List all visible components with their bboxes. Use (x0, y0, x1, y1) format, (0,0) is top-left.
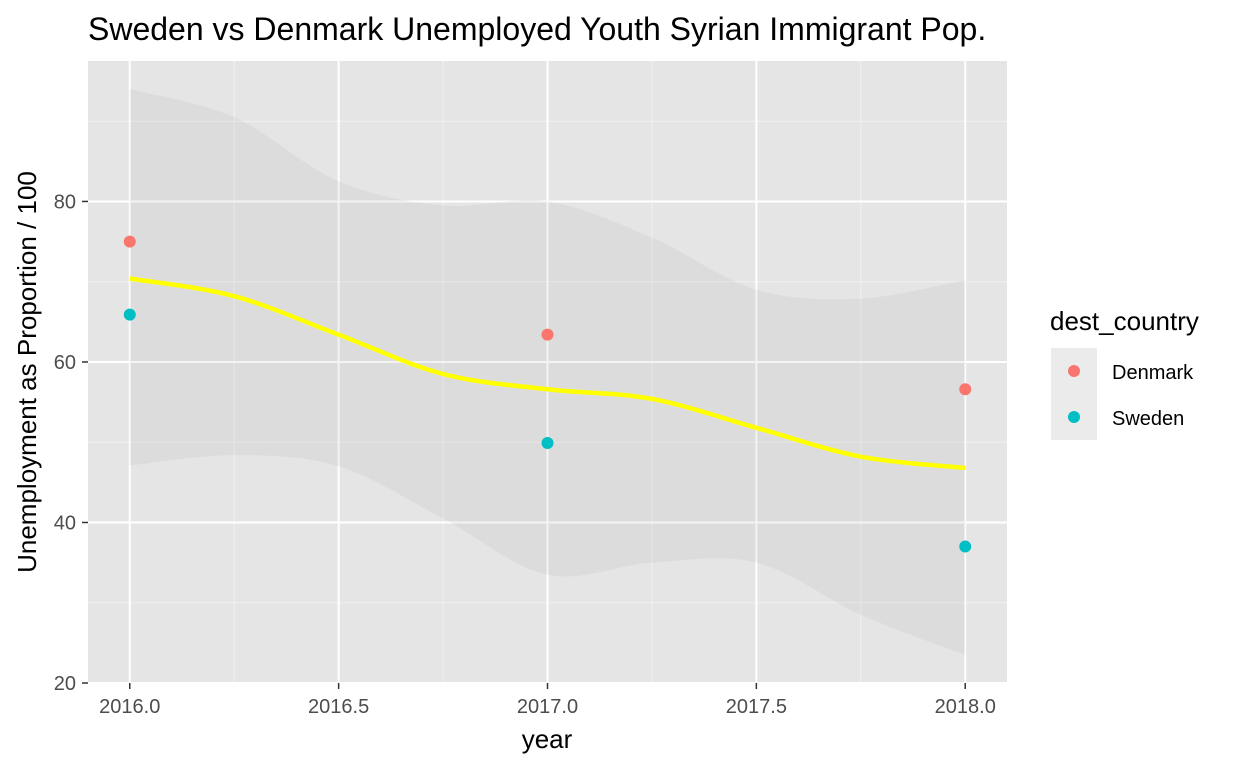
x-tick-label: 2018.0 (935, 696, 996, 718)
y-axis-ticks: 20 40 60 80 (54, 191, 88, 695)
x-tick-label: 2016.5 (308, 696, 369, 718)
y-tick-label: 60 (54, 352, 76, 374)
point-sweden-2017 (541, 437, 554, 450)
y-axis-title: Unemployment as Proportion / 100 (12, 171, 42, 573)
y-tick-label: 80 (54, 191, 76, 213)
legend-title: dest_country (1050, 306, 1199, 336)
legend-label-denmark: Denmark (1112, 362, 1194, 384)
point-sweden-2016 (123, 308, 136, 321)
legend: dest_country Denmark Sweden (1050, 306, 1199, 440)
legend-marker-sweden (1068, 411, 1080, 423)
x-tick-label: 2017.0 (517, 696, 578, 718)
x-axis-ticks: 2016.0 2016.5 2017.0 2017.5 2018.0 (99, 683, 996, 718)
chart-title: Sweden vs Denmark Unemployed Youth Syria… (88, 11, 986, 47)
x-tick-label: 2017.5 (726, 696, 787, 718)
legend-label-sweden: Sweden (1112, 408, 1184, 430)
point-denmark-2016 (123, 235, 136, 248)
confidence-band (129, 89, 966, 655)
smooth-trend-line (129, 276, 966, 471)
data-points (123, 235, 972, 553)
x-axis-title: year (522, 724, 573, 754)
legend-marker-denmark (1068, 365, 1080, 377)
point-denmark-2017 (541, 328, 554, 341)
point-denmark-2018 (959, 383, 972, 396)
point-sweden-2018 (959, 540, 972, 553)
y-tick-label: 20 (54, 673, 76, 695)
y-tick-label: 40 (54, 512, 76, 534)
x-tick-label: 2016.0 (99, 696, 160, 718)
